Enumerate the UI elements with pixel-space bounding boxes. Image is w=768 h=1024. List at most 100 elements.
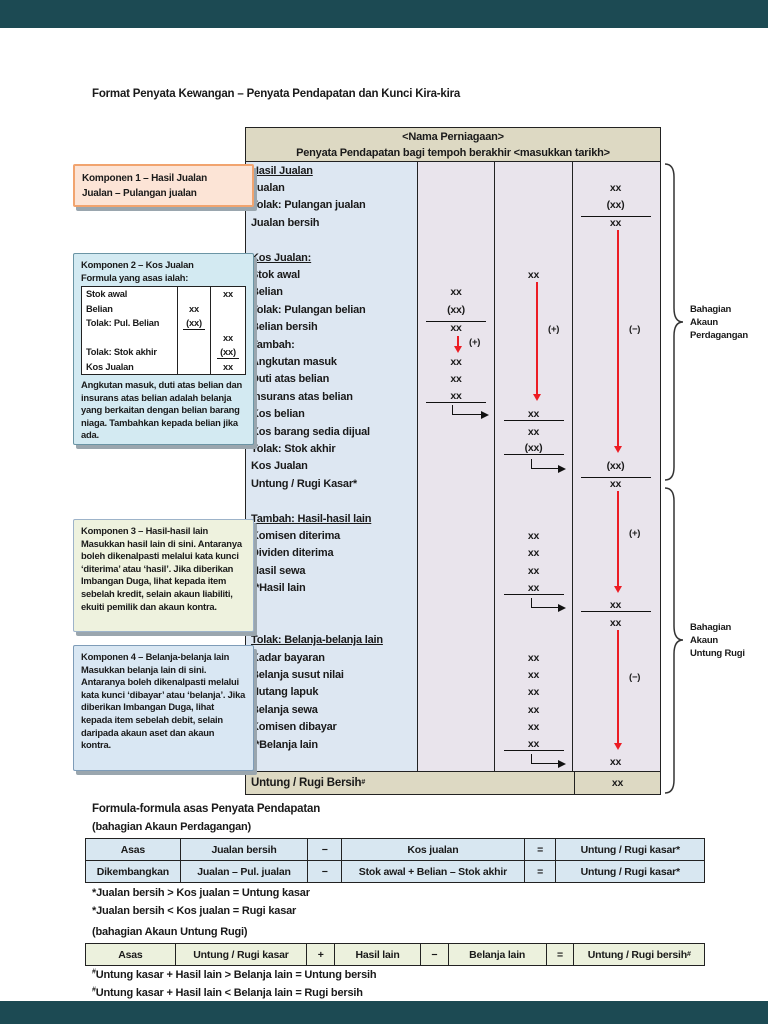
value-cell bbox=[418, 666, 495, 684]
formula-cell: Asas bbox=[86, 839, 181, 860]
formula-cell: − bbox=[420, 944, 449, 965]
value-cell bbox=[495, 353, 573, 371]
value-cell bbox=[418, 405, 495, 423]
statement-row: Hasil Jualan bbox=[246, 162, 660, 180]
amount: (xx) bbox=[183, 317, 205, 330]
formula-cell: + bbox=[307, 944, 336, 965]
value-cell bbox=[418, 579, 495, 597]
value-cell bbox=[573, 561, 658, 580]
k2-label: Belian bbox=[82, 301, 178, 316]
formula-cell: Asas bbox=[86, 944, 176, 965]
value-cell bbox=[418, 683, 495, 702]
value-cell bbox=[418, 648, 495, 667]
value-cell bbox=[418, 475, 495, 493]
amount: xx bbox=[426, 320, 486, 334]
k2-label bbox=[82, 330, 178, 345]
flow-arrow-col1-down bbox=[452, 336, 463, 353]
row-label: Hutang lapuk bbox=[246, 683, 418, 702]
formula-cell: = bbox=[524, 839, 557, 860]
formula-cell: Dikembangkan bbox=[86, 861, 181, 882]
komponen2-table-row: Stok awal xx bbox=[82, 287, 245, 302]
row-label: Untung / Rugi Kasar* bbox=[246, 475, 418, 493]
statement-row: Tolak: Belanja-belanja lain bbox=[246, 631, 660, 649]
statement-body: Hasil Jualan Jualan xx Tolak: Pulangan jual… bbox=[246, 162, 660, 771]
statement-row: Jualan bersih xx bbox=[246, 214, 660, 232]
row-label: Insurans atas belian bbox=[246, 388, 418, 406]
flow-arrow-col3-net-sales bbox=[612, 230, 623, 453]
flow-elbow-arrow bbox=[452, 405, 489, 420]
statement-row: Tambah: Hasil-hasil lain bbox=[246, 509, 660, 528]
value-cell: xx bbox=[418, 353, 495, 371]
net-profit-notes: #Untung kasar + Hasil lain > Belanja lai… bbox=[92, 966, 377, 1002]
trading-account-brace-label: Bahagian Akaun Perdagangan bbox=[690, 303, 748, 342]
value-cell bbox=[418, 440, 495, 458]
k2-mid-value bbox=[178, 330, 211, 345]
row-label: **Belanja lain bbox=[246, 735, 418, 754]
statement-row: Kos barang sedia dijual xx bbox=[246, 422, 660, 441]
statement-row: Insurans atas belian xx bbox=[246, 388, 660, 406]
value-cell bbox=[573, 544, 658, 562]
statement-row: Komisen dibayar xx bbox=[246, 718, 660, 736]
value-cell: xx bbox=[495, 405, 573, 423]
statement-row: **Hasil lain xx bbox=[246, 579, 660, 597]
value-cell bbox=[495, 231, 573, 249]
value-cell bbox=[573, 335, 658, 354]
value-cell bbox=[495, 614, 573, 632]
komponen1-title: Komponen 1 – Hasil Jualan bbox=[82, 173, 208, 184]
viewer-top-bar bbox=[0, 0, 768, 28]
value-cell bbox=[418, 231, 495, 249]
viewer-bottom-bar bbox=[0, 1001, 768, 1024]
amount: xx bbox=[527, 529, 540, 542]
value-cell: xx bbox=[418, 370, 495, 389]
value-cell bbox=[573, 388, 658, 406]
komponen1-formula: Jualan – Pulangan jualan bbox=[82, 188, 197, 199]
value-cell bbox=[418, 509, 495, 528]
statement-row: Kadar bayaran xx bbox=[246, 648, 660, 667]
value-cell bbox=[418, 266, 495, 284]
business-name-placeholder: <Nama Perniagaan> bbox=[402, 131, 504, 143]
brace-label-line: Bahagian bbox=[690, 304, 732, 315]
statement-row: Belanja sewa xx bbox=[246, 701, 660, 719]
value-cell: xx bbox=[573, 614, 658, 632]
formulas-sub2: (bahagian Akaun Untung Rugi) bbox=[92, 926, 248, 938]
formulas-heading: Formula-formula asas Penyata Pendapatan bbox=[92, 803, 321, 815]
statement-row: Jualan xx bbox=[246, 179, 660, 197]
formula-cell: Jualan bersih bbox=[180, 839, 309, 860]
amount: xx bbox=[580, 477, 651, 490]
formula-cell: Hasil lain bbox=[335, 944, 421, 965]
row-label bbox=[246, 596, 418, 615]
value-cell bbox=[573, 353, 658, 371]
trading-formula-table: Asas Jualan bersih − Kos jualan = Untung / Ru… bbox=[85, 838, 705, 883]
value-cell: xx bbox=[495, 735, 573, 754]
formula-cell: Untung / Rugi kasar* bbox=[556, 839, 704, 860]
amount: xx bbox=[450, 286, 462, 299]
brace-label-line: Akaun bbox=[690, 635, 719, 646]
k2-right-value: xx bbox=[211, 287, 245, 302]
flow-arrow-col3-gross-profit bbox=[612, 491, 623, 593]
komponen1-box: Komponen 1 – Hasil Jualan Jualan – Pulan… bbox=[73, 164, 254, 207]
formula-row: Dikembangkan Jualan – Pul. jualan − Stok aw… bbox=[86, 860, 704, 882]
value-cell: xx bbox=[495, 527, 573, 545]
value-cell: xx bbox=[573, 596, 658, 615]
value-cell bbox=[495, 248, 573, 267]
k2-label: Kos Jualan bbox=[82, 359, 178, 374]
value-cell: xx bbox=[573, 179, 658, 197]
value-cell bbox=[573, 231, 658, 249]
amount: xx bbox=[527, 721, 540, 734]
statement-row: Hutang lapuk xx bbox=[246, 683, 660, 702]
value-cell bbox=[418, 422, 495, 441]
value-cell bbox=[495, 492, 573, 510]
statement-row: Untung / Rugi Kasar* xx bbox=[246, 475, 660, 493]
profit-loss-formula-table: Asas Untung / Rugi kasar + Hasil lain − Belan… bbox=[85, 943, 705, 966]
statement-row bbox=[246, 231, 660, 249]
footnote-line: #Untung kasar + Hasil lain < Belanja lai… bbox=[92, 986, 363, 999]
amount: (xx) bbox=[217, 346, 239, 359]
flow-minus-col3-top: (−) bbox=[629, 324, 641, 335]
amount: xx bbox=[426, 390, 486, 404]
net-profit-label: Untung / Rugi Bersih # bbox=[246, 771, 575, 794]
row-label: Belanja susut nilai bbox=[246, 666, 418, 684]
value-cell bbox=[573, 266, 658, 284]
amount: (xx) bbox=[503, 442, 564, 456]
formula-row: Asas Untung / Rugi kasar + Hasil lain − Belan… bbox=[86, 944, 704, 965]
komponen2-table-row: Tolak: Stok akhir (xx) bbox=[82, 345, 245, 360]
